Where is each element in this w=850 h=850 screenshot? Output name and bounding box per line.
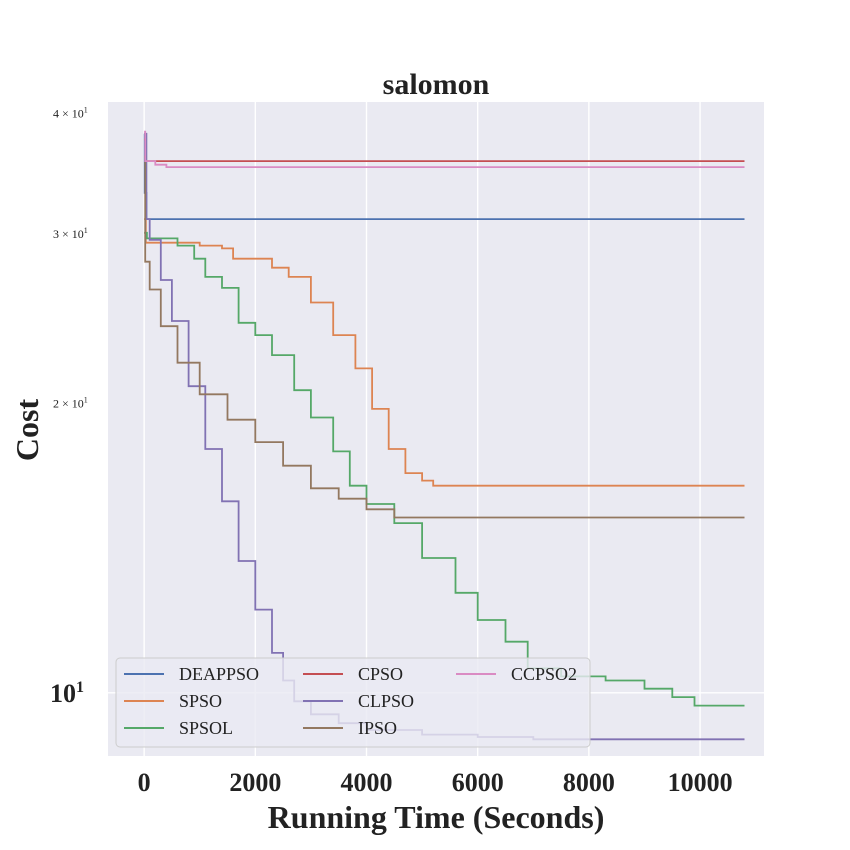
series-line-spsol: [144, 231, 745, 707]
x-tick-label: 4000: [341, 768, 393, 797]
x-axis-label: Running Time (Seconds): [268, 799, 605, 835]
x-tick-label: 0: [138, 768, 151, 797]
chart-title: salomon: [383, 68, 490, 101]
x-tick-label: 8000: [563, 768, 615, 797]
legend: DEAPPSO SPSO SPSOL CPSO CLPSO IPSO CCPSO2: [115, 657, 591, 748]
plot-background: [108, 102, 764, 756]
x-tick-label: 6000: [452, 768, 504, 797]
y-tick-label: 3 × 101: [53, 226, 88, 241]
legend-label: DEAPPSO: [179, 664, 259, 684]
series-line-ccpso2: [144, 130, 745, 168]
x-tick-label: 2000: [229, 768, 281, 797]
legend-label: CPSO: [358, 664, 403, 684]
y-axis-ticks: 101 2 × 101 3 × 101 4 × 101: [50, 105, 88, 708]
legend-label: SPSO: [179, 691, 222, 711]
y-tick-label: 4 × 101: [53, 105, 88, 120]
series-line-ipso: [144, 155, 745, 519]
y-axis-label: Cost: [9, 399, 45, 462]
series-line-spso: [144, 218, 745, 487]
legend-label: CLPSO: [358, 691, 414, 711]
x-axis-ticks: 0 2000 4000 6000 8000 10000: [138, 768, 733, 797]
legend-label: SPSOL: [179, 718, 233, 738]
legend-label: IPSO: [358, 718, 397, 738]
legend-label: CCPSO2: [511, 664, 577, 684]
y-tick-label: 2 × 101: [53, 396, 88, 411]
legend-box: [115, 657, 591, 748]
y-tick-label: 101: [50, 679, 84, 708]
x-tick-label: 10000: [668, 768, 733, 797]
